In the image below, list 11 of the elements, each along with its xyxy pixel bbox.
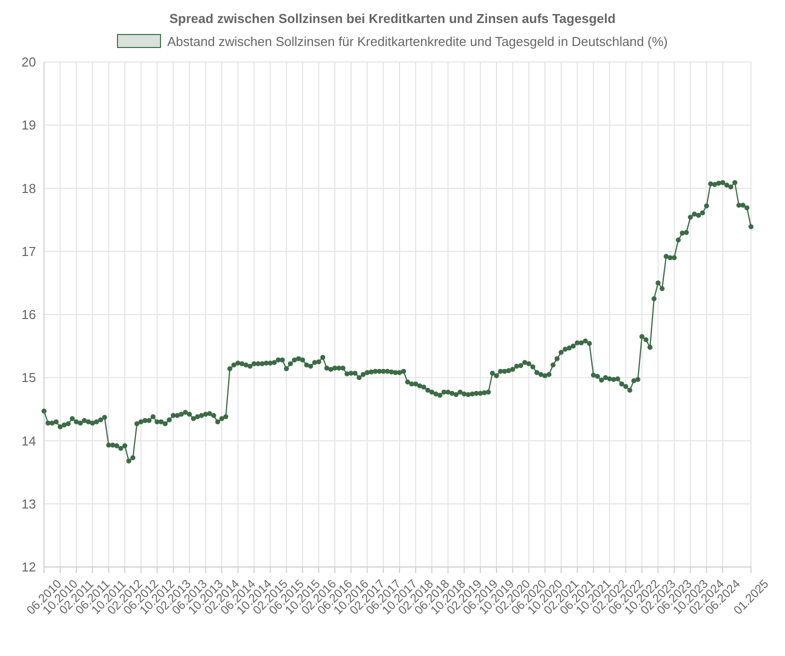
y-tick-label: 16 [22,307,36,322]
legend-label: Abstand zwischen Sollzinsen für Kreditkartenkredite und Tagesgeld in Deutschland (%) [167,34,668,48]
y-tick-label: 19 [22,118,36,133]
y-tick-label: 13 [22,496,36,512]
y-tick-label: 15 [22,370,36,386]
chart-title: Spread zwischen Sollzinsen bei Kreditkarten und Zinsen aufs Tagesgeld [168,10,617,28]
y-tick-label: 18 [22,180,36,196]
y-tick-label: 12 [22,560,36,575]
y-tick-label: 17 [22,244,36,259]
y-tick-label: 14 [22,433,36,448]
y-tick-label: 20 [22,54,36,70]
